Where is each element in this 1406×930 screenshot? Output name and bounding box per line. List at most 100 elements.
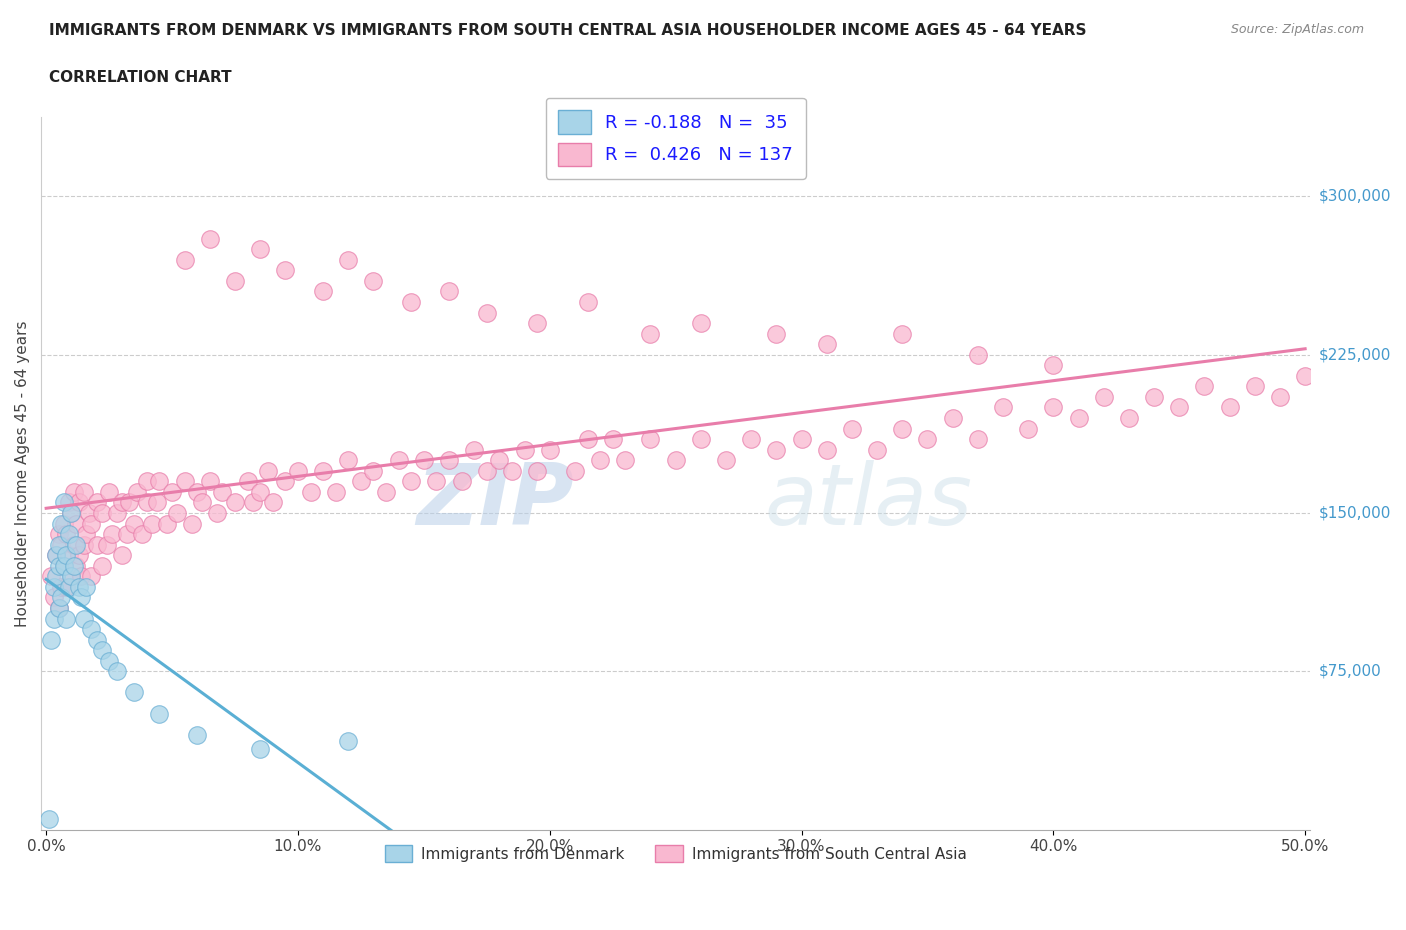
Point xyxy=(146,495,169,510)
Point xyxy=(1168,400,1191,415)
Point xyxy=(765,443,787,458)
Point xyxy=(966,347,988,362)
Point xyxy=(475,305,498,320)
Point xyxy=(67,579,90,594)
Point xyxy=(45,548,67,563)
Point xyxy=(191,495,214,510)
Point xyxy=(96,538,118,552)
Point xyxy=(52,495,75,510)
Point xyxy=(65,516,87,531)
Point xyxy=(412,453,434,468)
Point xyxy=(1067,411,1090,426)
Point xyxy=(1092,390,1115,405)
Text: $150,000: $150,000 xyxy=(1319,506,1391,521)
Point xyxy=(538,443,561,458)
Point xyxy=(1243,379,1265,393)
Point xyxy=(399,295,422,310)
Point xyxy=(513,443,536,458)
Point xyxy=(124,685,146,700)
Point xyxy=(312,463,335,478)
Text: $300,000: $300,000 xyxy=(1319,189,1391,204)
Point xyxy=(52,558,75,573)
Point xyxy=(90,506,112,521)
Point xyxy=(488,453,510,468)
Point xyxy=(841,421,863,436)
Point xyxy=(1294,368,1316,383)
Point xyxy=(991,400,1014,415)
Point xyxy=(186,727,208,742)
Point xyxy=(1268,390,1291,405)
Point xyxy=(60,506,83,521)
Point xyxy=(181,516,204,531)
Point xyxy=(160,485,183,499)
Point xyxy=(399,474,422,489)
Y-axis label: Householder Income Ages 45 - 64 years: Householder Income Ages 45 - 64 years xyxy=(15,320,30,627)
Point xyxy=(363,463,385,478)
Point xyxy=(388,453,411,468)
Point xyxy=(589,453,612,468)
Point xyxy=(224,273,246,288)
Point xyxy=(186,485,208,499)
Point xyxy=(156,516,179,531)
Point xyxy=(437,284,460,299)
Point xyxy=(51,579,73,594)
Point xyxy=(224,495,246,510)
Point xyxy=(173,252,195,267)
Point xyxy=(48,601,70,616)
Point xyxy=(166,506,188,521)
Point xyxy=(141,516,163,531)
Point xyxy=(118,495,141,510)
Point xyxy=(98,485,121,499)
Point xyxy=(173,474,195,489)
Point xyxy=(80,621,103,636)
Point xyxy=(135,474,157,489)
Point xyxy=(287,463,309,478)
Point xyxy=(48,526,70,541)
Point xyxy=(90,643,112,658)
Point xyxy=(564,463,586,478)
Point xyxy=(198,232,221,246)
Point xyxy=(249,485,271,499)
Point xyxy=(100,526,122,541)
Point xyxy=(48,558,70,573)
Point xyxy=(1042,358,1064,373)
Point xyxy=(640,432,662,446)
Point xyxy=(39,569,62,584)
Point xyxy=(148,706,170,721)
Point xyxy=(1042,400,1064,415)
Point xyxy=(375,485,398,499)
Text: $75,000: $75,000 xyxy=(1319,664,1381,679)
Point xyxy=(80,569,103,584)
Point xyxy=(73,611,96,626)
Point xyxy=(63,538,86,552)
Point xyxy=(475,463,498,478)
Point xyxy=(55,579,77,594)
Point xyxy=(640,326,662,341)
Point xyxy=(45,569,67,584)
Point xyxy=(337,252,360,267)
Point xyxy=(58,495,80,510)
Point xyxy=(249,742,271,757)
Point xyxy=(790,432,813,446)
Point xyxy=(1219,400,1241,415)
Point xyxy=(48,601,70,616)
Point xyxy=(866,443,889,458)
Point xyxy=(450,474,472,489)
Point xyxy=(125,485,148,499)
Point xyxy=(714,453,737,468)
Point xyxy=(80,516,103,531)
Point xyxy=(337,453,360,468)
Text: $225,000: $225,000 xyxy=(1319,347,1391,362)
Point xyxy=(576,295,599,310)
Point xyxy=(614,453,637,468)
Point xyxy=(891,421,914,436)
Point xyxy=(86,495,108,510)
Point xyxy=(65,538,87,552)
Point xyxy=(815,443,838,458)
Point xyxy=(966,432,988,446)
Point xyxy=(262,495,284,510)
Point xyxy=(115,526,138,541)
Point xyxy=(98,653,121,668)
Point xyxy=(52,558,75,573)
Point xyxy=(135,495,157,510)
